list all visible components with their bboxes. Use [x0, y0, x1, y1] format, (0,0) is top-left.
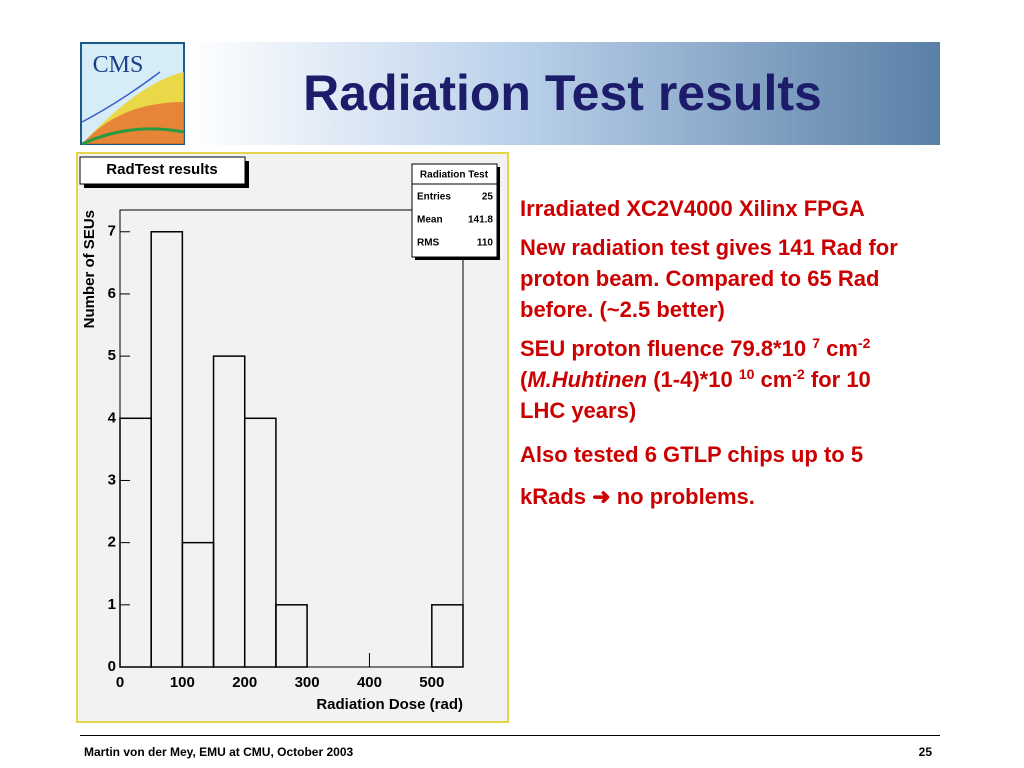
- x-tick-label: 500: [419, 674, 444, 691]
- text: no problems.: [616, 484, 755, 509]
- x-axis-label: Radiation Dose (rad): [316, 696, 463, 713]
- chart-title: RadTest results: [106, 161, 217, 178]
- y-tick-label: 6: [108, 285, 116, 302]
- arrow-icon: ➜: [592, 484, 611, 509]
- y-tick-label: 3: [108, 471, 116, 488]
- slide-title: Radiation Test results: [303, 65, 822, 121]
- x-tick-label: 100: [170, 674, 195, 691]
- footer-left: Martin von der Mey, EMU at CMU, October …: [84, 745, 354, 759]
- text: SEU proton fluence 79.8*10: [520, 336, 813, 361]
- bar: [275, 604, 308, 668]
- y-tick-label: 5: [108, 347, 116, 364]
- stats-title: Radiation Test: [420, 170, 489, 181]
- x-tick-label: 300: [295, 674, 320, 691]
- stats-box: [411, 163, 498, 258]
- x-tick-label: 0: [116, 674, 124, 691]
- paragraph: Also tested 6 GTLP chips up to 5 kRads ➜…: [520, 434, 915, 518]
- italic-text: M.Huhtinen: [527, 367, 648, 392]
- stats-label: RMS: [417, 238, 440, 249]
- text: Also tested 6 GTLP chips up to 5 kRads: [520, 442, 864, 509]
- logo-text: CMS: [93, 52, 144, 78]
- superscript: -2: [792, 366, 805, 382]
- text: (: [520, 367, 528, 392]
- y-tick-label: 4: [108, 409, 117, 426]
- logo: CMS: [80, 42, 185, 145]
- y-tick-label: 2: [108, 534, 116, 551]
- y-axis-label: Number of SEUs: [81, 210, 98, 328]
- text: cm: [820, 336, 858, 361]
- paragraph: New radiation test gives 141 Rad for pro…: [520, 232, 915, 325]
- text: Irradiated XC2V4000 Xilinx FPGA: [520, 196, 865, 221]
- chart: 0 1 2 3 4 5 6 7 0 100 200 300 400 500 Radiation Dose (…: [76, 152, 509, 723]
- bar: [243, 417, 277, 668]
- bar: [150, 231, 184, 668]
- stats-label: Mean: [417, 215, 443, 226]
- stats-value: 110: [477, 238, 494, 249]
- stats-label: Entries: [417, 192, 451, 203]
- footer-rule: [80, 735, 940, 736]
- y-tick-label: 0: [108, 658, 116, 675]
- stats-value: 141.8: [468, 215, 493, 226]
- page-number: 25: [918, 745, 932, 759]
- bar: [431, 604, 464, 668]
- text: (1-4)*10: [647, 367, 739, 392]
- text: for 10 LHC years): [520, 367, 871, 423]
- title-band: [185, 42, 940, 145]
- y-tick-label: 1: [108, 596, 116, 613]
- text-block: Irradiated XC2V4000 Xilinx FPGA New radi…: [520, 193, 915, 526]
- text: New radiation test gives 141 Rad for pro…: [520, 235, 898, 322]
- y-tick-label: 7: [108, 223, 116, 240]
- text: cm: [754, 367, 793, 392]
- paragraph: Irradiated XC2V4000 Xilinx FPGA: [520, 193, 915, 224]
- x-tick-label: 400: [357, 674, 382, 691]
- plot-frame: [119, 209, 464, 668]
- superscript: 10: [738, 366, 755, 382]
- superscript: -2: [857, 335, 871, 351]
- superscript: 7: [812, 335, 820, 351]
- x-tick-label: 200: [232, 674, 257, 691]
- stats-value: 25: [482, 192, 494, 203]
- paragraph: SEU proton fluence 79.8*10 7 cm-2 (M.Huh…: [520, 333, 915, 426]
- title-box: [79, 156, 246, 185]
